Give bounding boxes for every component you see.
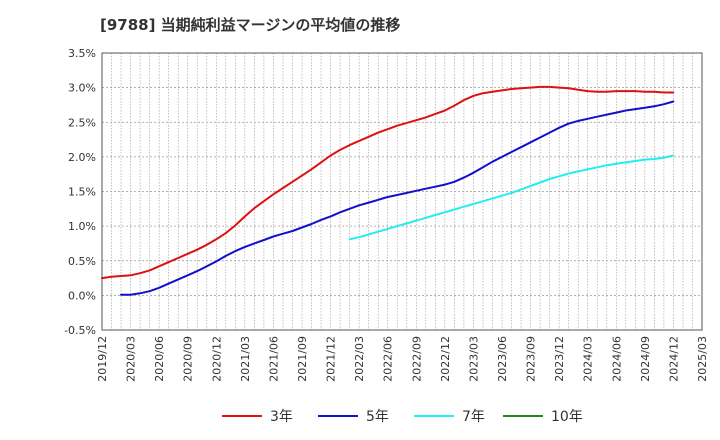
legend-swatch	[414, 415, 454, 417]
y-tick-label: 1.0%	[68, 220, 96, 233]
x-tick-label: 2022/09	[410, 336, 423, 382]
y-tick-label: 1.5%	[68, 186, 96, 199]
y-tick-label: -0.5%	[64, 324, 96, 337]
legend-label: 3年	[270, 409, 293, 425]
x-tick-label: 2021/03	[239, 336, 252, 382]
y-tick-label: 3.5%	[68, 47, 96, 60]
x-tick-label: 2022/06	[382, 336, 395, 382]
legend: 3年 5年 7年 10年	[0, 400, 720, 430]
x-tick-label: 2025/03	[696, 336, 709, 382]
x-tick-label: 2021/09	[296, 336, 309, 382]
legend-item: 3年	[222, 406, 293, 426]
x-tick-label: 2024/09	[639, 336, 652, 382]
y-tick-label: 2.5%	[68, 116, 96, 129]
plot-frame	[101, 52, 703, 331]
legend-label: 5年	[366, 409, 389, 425]
x-tick-label: 2023/03	[467, 336, 480, 382]
legend-swatch	[503, 415, 543, 417]
chart-title: [9788] 当期純利益マージンの平均値の推移	[100, 16, 401, 34]
legend-swatch	[222, 415, 262, 417]
legend-item: 5年	[318, 406, 389, 426]
series-line-2	[348, 154, 675, 241]
x-tick-label: 2024/12	[667, 336, 680, 382]
series-line-0	[101, 85, 675, 280]
legend-label: 10年	[551, 409, 583, 425]
x-tick-label: 2020/12	[210, 336, 223, 382]
x-tick-label: 2023/09	[525, 336, 538, 382]
x-tick-label: 2023/06	[496, 336, 509, 382]
x-tick-label: 2020/03	[125, 336, 138, 382]
x-tick-label: 2020/06	[153, 336, 166, 382]
y-tick-label: 2.0%	[68, 151, 96, 164]
x-tick-label: 2022/03	[353, 336, 366, 382]
legend-label: 7年	[462, 409, 485, 425]
x-tick-label: 2023/12	[553, 336, 566, 382]
x-tick-label: 2019/12	[96, 336, 109, 382]
legend-item: 7年	[414, 406, 485, 426]
y-tick-label: 0.5%	[68, 255, 96, 268]
legend-item: 10年	[503, 406, 583, 426]
x-tick-label: 2020/09	[182, 336, 195, 382]
y-tick-label: 0.0%	[68, 289, 96, 302]
x-tick-label: 2021/12	[325, 336, 338, 382]
legend-swatch	[318, 415, 358, 417]
x-tick-label: 2021/06	[267, 336, 280, 382]
y-tick-label: 3.0%	[68, 82, 96, 95]
series-line-1	[120, 100, 675, 296]
line-chart: -0.5% 0.0% 0.5% 1.0% 1.5% 2.0% 2.5% 3.0% 3.5% 201…	[64, 47, 709, 382]
x-tick-label: 2022/12	[439, 336, 452, 382]
x-tick-label: 2024/06	[610, 336, 623, 382]
x-tick-label: 2024/03	[582, 336, 595, 382]
